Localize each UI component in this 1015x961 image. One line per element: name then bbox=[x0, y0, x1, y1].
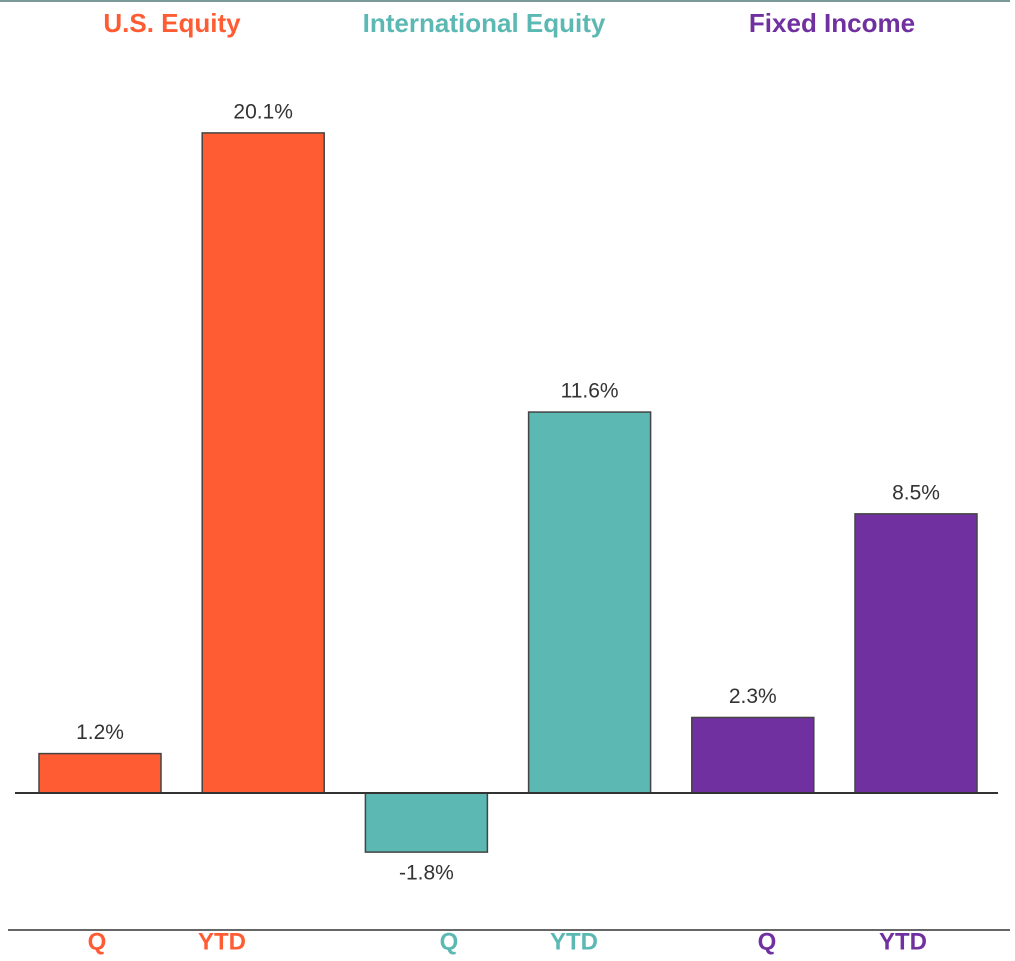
x-tick-label: Q bbox=[758, 928, 777, 955]
value-label: 11.6% bbox=[561, 380, 619, 403]
bar bbox=[201, 132, 325, 794]
value-label: -1.8% bbox=[399, 862, 454, 885]
value-label: 1.2% bbox=[76, 721, 124, 744]
value-label: 2.3% bbox=[729, 685, 777, 708]
value-label: 20.1% bbox=[233, 100, 293, 123]
x-tick-label: YTD bbox=[550, 928, 598, 955]
x-tick-label: YTD bbox=[198, 928, 246, 955]
x-tick-label: YTD bbox=[879, 928, 927, 955]
bar bbox=[364, 792, 489, 853]
bar bbox=[38, 752, 162, 794]
bar bbox=[854, 513, 978, 794]
x-tick-label: Q bbox=[88, 928, 107, 955]
legend-title: Fixed Income bbox=[749, 8, 915, 38]
legend-title: International Equity bbox=[363, 8, 606, 38]
value-label: 8.5% bbox=[892, 481, 940, 504]
x-tick-label: Q bbox=[440, 928, 459, 955]
bar bbox=[691, 716, 815, 794]
legend-title: U.S. Equity bbox=[103, 8, 241, 38]
bar bbox=[527, 411, 652, 794]
